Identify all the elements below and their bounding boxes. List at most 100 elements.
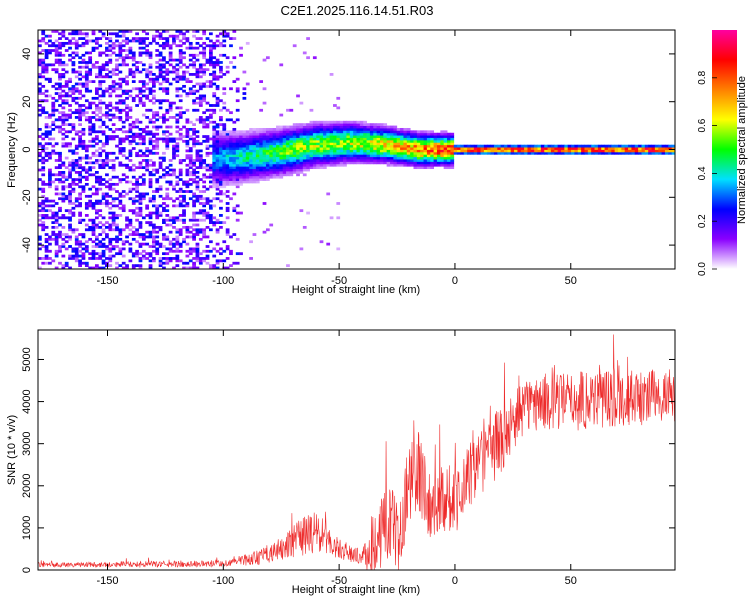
spectrogram-cell (121, 125, 126, 129)
spectrogram-cell (376, 142, 381, 146)
spectrogram-cell (162, 130, 166, 134)
spectrogram-cell (81, 58, 86, 62)
spectrogram-cell (594, 149, 599, 153)
spectrogram-cell (537, 144, 542, 148)
spectrogram-cell (450, 142, 455, 146)
spectrogram-cell (356, 156, 361, 160)
spectrogram-cell (58, 82, 62, 86)
spectrogram-cell (262, 175, 267, 179)
spectrogram-cell (138, 202, 143, 205)
spectrogram-cell (393, 163, 398, 167)
spectrogram-cell (390, 144, 394, 148)
spectrogram-cell (58, 130, 62, 134)
spectrogram-cell (108, 135, 113, 138)
spectrogram-cell (68, 130, 72, 134)
spectrogram-cell (38, 214, 42, 217)
spectrogram-cell (182, 240, 186, 244)
spectrogram-cell (282, 142, 287, 146)
spectrogram-cell (78, 245, 82, 248)
spectrogram-cell (44, 89, 49, 93)
spectrogram-cell (400, 163, 404, 167)
spectrogram-cell (343, 147, 347, 150)
spectrogram-cell (91, 80, 96, 83)
spectrogram-cell (208, 166, 213, 170)
spectrogram-cell (188, 230, 193, 234)
spectrogram-cell (356, 161, 361, 165)
spectrogram-cell (78, 163, 82, 167)
spectrogram-cell (172, 151, 176, 155)
spectrogram-cell (319, 166, 324, 170)
spectrogram-cell (148, 120, 153, 124)
spectrogram-cell (94, 96, 99, 100)
spectrogram-cell (44, 65, 49, 69)
spectrogram-cell (88, 104, 93, 107)
spectrogram-cell (447, 166, 451, 170)
spectrogram-cell (296, 173, 300, 177)
spectrogram-cell (54, 252, 59, 256)
spectrogram-cell (51, 216, 56, 220)
spectrogram-cell (289, 154, 294, 158)
spectrogram-cell (208, 144, 213, 148)
spectrogram-cell (165, 108, 170, 112)
spectrogram-cell (393, 156, 398, 160)
spectrogram-cell (135, 230, 139, 234)
spectrogram-cell (118, 192, 123, 196)
spectrogram-cell (118, 163, 123, 167)
spectrogram-cell (235, 87, 240, 91)
spectrogram-cell (198, 159, 203, 162)
spectrogram-cell (249, 166, 253, 170)
spectrogram-cell (74, 53, 79, 57)
colorbar-label: Normalized spectral amplitude (736, 76, 748, 224)
spectrogram-cell (279, 154, 284, 158)
spectrogram-cell (151, 39, 156, 43)
spectrogram-cell (81, 139, 86, 143)
spectrogram-cell (61, 44, 66, 48)
spectrogram-cell (148, 118, 153, 122)
spectrogram-cell (195, 142, 200, 146)
spectrogram-cell (654, 144, 659, 148)
spectrogram-cell (78, 104, 82, 107)
spectrogram-cell (118, 94, 123, 98)
spectrogram-cell (222, 92, 227, 95)
spectrogram-cell (148, 51, 153, 55)
spectrogram-cell (319, 137, 324, 141)
spectrogram-cell (111, 106, 116, 110)
spectrogram-cell (322, 163, 327, 167)
spectrogram-cell (339, 142, 344, 146)
spectrogram-cell (101, 228, 106, 232)
spectrogram-cell (158, 166, 163, 170)
spectrogram-cell (359, 154, 364, 158)
spectrogram-cell (98, 44, 103, 48)
spectrogram-cell (192, 46, 196, 50)
spectrogram-cell (125, 166, 129, 170)
spectrogram-cell (581, 147, 585, 150)
spectrogram-cell (74, 242, 79, 246)
spectrogram-cell (406, 139, 411, 143)
spectrogram-cell (51, 221, 56, 224)
spectrogram-cell (175, 125, 180, 129)
spectrogram-cell (359, 120, 364, 124)
spectrogram-cell (289, 163, 294, 167)
spectrogram-cell (671, 149, 676, 153)
spectrogram-cell (245, 130, 250, 134)
spectrogram-cell (346, 127, 351, 131)
spectrogram-cell (54, 46, 59, 50)
spectrogram-cell (349, 154, 354, 158)
spectrogram-cell (292, 127, 297, 131)
spectrogram-cell (279, 161, 284, 165)
spectrogram-cell (138, 223, 143, 227)
spectrogram-cell (175, 94, 180, 98)
spectrogram-cell (205, 154, 210, 158)
spectrogram-cell (205, 197, 210, 201)
spectrogram-cell (470, 151, 475, 155)
spectrogram-cell (222, 53, 227, 57)
spectrogram-cell (416, 159, 421, 162)
spectrogram-cell (420, 151, 424, 155)
spectrogram-cell (302, 130, 307, 134)
spectrogram-cell (64, 41, 69, 45)
spectrogram-cell (172, 156, 176, 160)
spectrogram-cell (185, 261, 190, 265)
spectrogram-cell (433, 137, 438, 141)
spectrogram-cell (138, 206, 143, 210)
spectrogram-cell (94, 104, 99, 107)
